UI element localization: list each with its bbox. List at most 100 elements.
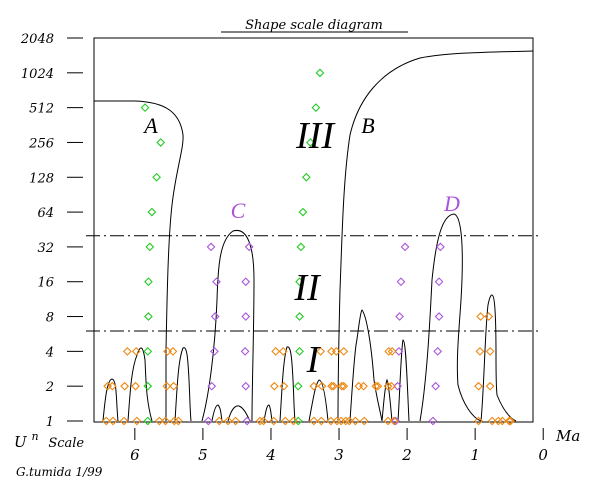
marker-orange <box>487 416 497 426</box>
marker-purple <box>241 277 251 287</box>
marker-orange <box>371 381 381 391</box>
marker-orange <box>339 346 349 356</box>
region-label-i: I <box>306 339 322 381</box>
marker-orange <box>231 416 240 426</box>
marker-orange <box>384 346 394 356</box>
marker-purple <box>244 242 254 252</box>
y-tick-label: 2048 <box>20 32 54 47</box>
marker-purple <box>207 381 217 391</box>
marker-green <box>306 138 315 147</box>
marker-orange <box>289 416 298 426</box>
marker-orange <box>279 381 289 391</box>
marker-orange <box>337 381 347 391</box>
marker-orange <box>169 381 179 391</box>
letter-a: A <box>142 113 158 138</box>
x-tick-label: 3 <box>334 446 344 464</box>
marker-orange <box>223 416 233 426</box>
marker-purple <box>428 416 438 426</box>
marker-orange <box>327 381 336 391</box>
marker-orange <box>131 346 141 356</box>
marker-green <box>144 277 153 287</box>
marker-green <box>298 207 308 217</box>
marker-orange <box>214 416 224 426</box>
curve-c <box>201 229 255 422</box>
bump-10 <box>381 378 393 422</box>
marker-purple <box>241 381 251 391</box>
marker-green <box>296 242 306 252</box>
marker-orange <box>317 381 327 391</box>
curve-d <box>419 213 482 422</box>
marker-purple <box>394 346 404 356</box>
y-axis: 2048 1024 512 256 128 64 32 16 8 4 2 1 <box>20 32 83 430</box>
marker-orange <box>475 346 485 356</box>
marker-orange <box>359 416 369 426</box>
marker-orange <box>387 381 396 391</box>
marker-purple <box>436 242 445 252</box>
bump-5 <box>227 405 251 422</box>
marker-green <box>301 172 311 182</box>
marker-orange <box>271 346 281 356</box>
marker-green <box>295 277 304 287</box>
bump-3 <box>174 347 192 422</box>
marker-green <box>143 346 153 356</box>
marker-purple <box>240 346 250 356</box>
marker-purple <box>433 346 443 356</box>
y-tick-label: 128 <box>29 171 54 186</box>
threshold-lines <box>86 235 541 332</box>
marker-orange <box>326 416 336 426</box>
marker-purple <box>391 416 400 426</box>
marker-purple <box>431 381 441 391</box>
footer-note: G.tumida 1/99 <box>16 465 103 479</box>
marker-orange <box>278 346 288 356</box>
letter-d: D <box>443 191 460 216</box>
bump-11 <box>397 339 410 422</box>
marker-orange <box>101 416 111 426</box>
y-axis-label: U n Scale <box>14 426 84 451</box>
bump-2 <box>127 347 153 422</box>
x-tick-label: 0 <box>538 446 548 464</box>
plot-frame <box>93 37 534 423</box>
marker-green <box>156 138 166 147</box>
marker-orange <box>316 346 326 356</box>
marker-orange <box>485 346 495 356</box>
y-tick-label: 16 <box>37 276 54 291</box>
x-tick-label: 1 <box>470 446 480 464</box>
marker-orange <box>484 312 494 321</box>
marker-orange <box>504 416 514 426</box>
y-tick-label: 64 <box>37 206 54 221</box>
marker-green <box>144 312 153 321</box>
region-label-iii: III <box>295 115 336 157</box>
marker-orange <box>119 416 129 426</box>
marker-orange <box>350 416 360 426</box>
marker-orange <box>255 416 265 426</box>
marker-green <box>140 103 150 113</box>
marker-purple <box>210 312 220 321</box>
marker-orange <box>120 381 130 391</box>
marker-purple <box>434 277 444 287</box>
marker-orange <box>387 346 397 356</box>
marker-orange <box>485 381 495 391</box>
marker-purple <box>212 277 221 287</box>
marker-purple <box>396 277 406 287</box>
marker-orange <box>122 346 132 356</box>
marker-orange <box>359 381 368 391</box>
marker-orange <box>506 416 515 426</box>
marker-green <box>293 416 303 426</box>
y-tick-label: 2 <box>45 380 54 395</box>
bump-6 <box>263 404 273 422</box>
series-markers <box>101 68 515 426</box>
marker-purple <box>203 416 213 426</box>
x-tick-label: 4 <box>265 446 276 464</box>
marker-orange <box>383 381 393 391</box>
marker-purple <box>241 312 251 321</box>
marker-orange <box>339 381 349 391</box>
marker-orange <box>316 416 326 426</box>
marker-orange <box>161 416 170 426</box>
marker-purple <box>434 312 444 321</box>
x-axis: 6 5 4 3 2 1 0 <box>130 428 548 464</box>
marker-purple <box>242 416 252 426</box>
x-tick-label: 2 <box>401 446 412 464</box>
curve-right <box>480 294 517 422</box>
marker-green <box>147 207 157 217</box>
letter-b: B <box>361 113 374 138</box>
